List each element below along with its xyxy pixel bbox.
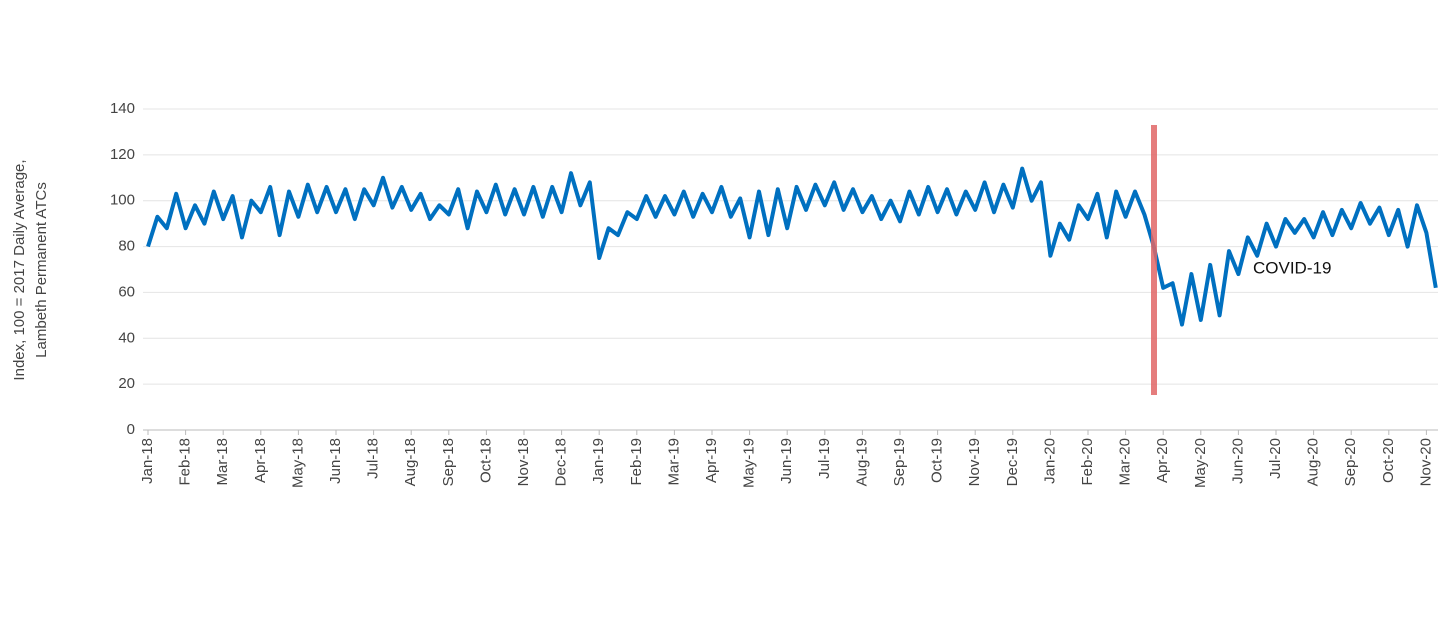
x-tick-label: Jun-19 (778, 438, 795, 484)
x-tick-label: May-19 (741, 438, 758, 488)
x-tick-label: Feb-18 (177, 438, 194, 486)
x-tick-label: Oct-20 (1380, 438, 1397, 483)
x-tick-label: Jul-19 (816, 438, 833, 479)
x-tick-label: Jan-18 (139, 438, 156, 484)
y-tick-label: 20 (118, 375, 135, 392)
x-tick-label: Aug-20 (1305, 438, 1322, 486)
y-tick-label: 140 (110, 100, 135, 117)
y-tick-label: 40 (118, 329, 135, 346)
x-tick-label: Apr-18 (252, 438, 269, 483)
x-tick-label: Oct-19 (929, 438, 946, 483)
x-tick-label: Sep-20 (1342, 438, 1359, 486)
y-tick-label: 120 (110, 146, 135, 163)
y-tick-label: 60 (118, 283, 135, 300)
y-tick-label: 0 (127, 421, 135, 438)
x-tick-label: Mar-19 (665, 438, 682, 486)
annotation: COVID-19 (1253, 258, 1331, 277)
x-tick-label: Dec-19 (1004, 438, 1021, 486)
x-tick-label: Oct-18 (477, 438, 494, 483)
covid-marker (1151, 125, 1157, 395)
x-tick-label: Nov-18 (515, 438, 532, 486)
y-axis-label: Index, 100 = 2017 Daily Average, (11, 159, 28, 380)
x-tick-label: May-18 (289, 438, 306, 488)
grid (143, 108, 1438, 431)
x-tick-label: Nov-19 (966, 438, 983, 486)
x-tick-label: Apr-19 (703, 438, 720, 483)
x-tick-label: Sep-18 (440, 438, 457, 486)
x-tick-label: Jan-19 (590, 438, 607, 484)
data-line (146, 166, 1438, 327)
x-tick-label: Jun-18 (327, 438, 344, 484)
x-tick-label: Apr-20 (1154, 438, 1171, 483)
y-axis-label: Lambeth Permanent ATCs (33, 182, 50, 358)
x-tick-label: Dec-18 (553, 438, 570, 486)
x-tick-label: Mar-18 (214, 438, 231, 486)
x-tick-label: Mar-20 (1117, 438, 1134, 486)
x-tick-label: Feb-20 (1079, 438, 1096, 486)
x-tick-label: Jan-20 (1041, 438, 1058, 484)
x-tick-label: Jul-18 (365, 438, 382, 479)
y-tick-label: 80 (118, 238, 135, 255)
y-tick-label: 100 (110, 192, 135, 209)
x-tick-label: Sep-19 (891, 438, 908, 486)
x-tick-label: Aug-18 (402, 438, 419, 486)
x-tick-label: Feb-19 (628, 438, 645, 486)
x-tick-label: Aug-19 (853, 438, 870, 486)
x-tick-label: Jun-20 (1229, 438, 1246, 484)
x-tick-label: May-20 (1192, 438, 1209, 488)
x-tick-label: Jul-20 (1267, 438, 1284, 479)
x-tick-label: Nov-20 (1417, 438, 1434, 486)
